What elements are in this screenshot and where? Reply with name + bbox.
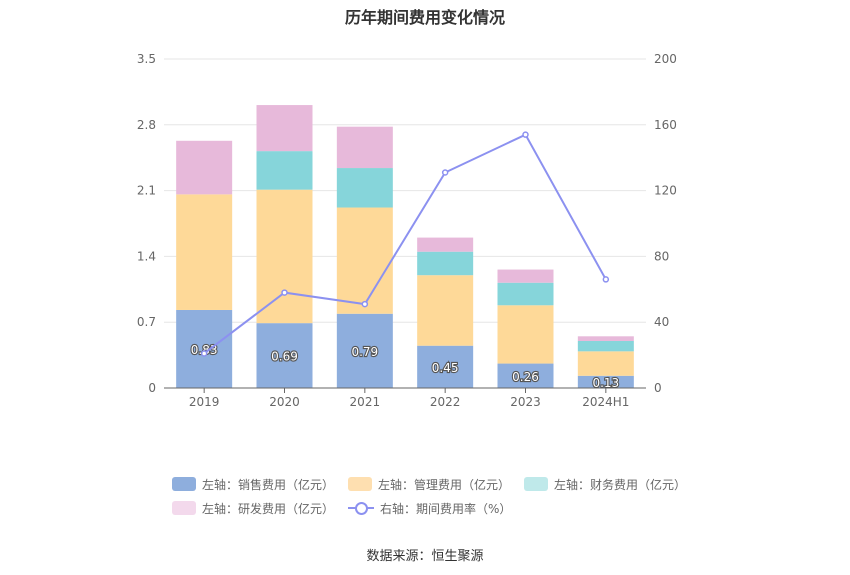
bar-segment (256, 105, 313, 152)
expense-ratio-point (281, 289, 288, 296)
right-axis-tick-label: 200 (654, 52, 677, 66)
legend-line-marker (348, 501, 375, 515)
right-axis-tick-label: 40 (654, 315, 669, 329)
bar-data-label: 0.83 (191, 343, 218, 357)
bar-segment (497, 269, 554, 283)
left-axis-tick-label: 2.1 (137, 184, 156, 198)
x-axis-tick-label: 2020 (269, 395, 300, 409)
legend-label: 左轴：销售费用（亿元） (202, 477, 335, 492)
bar-data-label: 0.79 (351, 345, 378, 359)
legend-label: 左轴：管理费用（亿元） (378, 477, 511, 492)
bar-segment (497, 305, 554, 364)
bar-segment (336, 207, 393, 314)
legend-item-rd-expense[interactable]: 左轴：研发费用（亿元） (172, 500, 334, 517)
left-axis-tick-label: 1.4 (137, 249, 156, 263)
bar-segment (577, 336, 634, 341)
bar-segment (417, 345, 474, 388)
x-axis-tick-label: 2022 (430, 395, 461, 409)
chart-canvas: 0 0.7 1.4 2.1 2.8 3.5 0 40 80 120 160 200 2019 2020 20… (137, 52, 677, 409)
legend-label: 右轴：期间费用率（%） (380, 501, 512, 516)
legend-item-admin-expense[interactable]: 左轴：管理费用（亿元） (348, 476, 510, 493)
bar-segment (417, 275, 474, 346)
legend-label: 左轴：研发费用（亿元） (202, 501, 335, 516)
bar-segment (577, 351, 634, 376)
bar-segment (256, 323, 313, 388)
source-note: 数据来源：恒生聚源 (366, 549, 484, 564)
expense-ratio-point (522, 131, 529, 138)
right-axis-tick-label: 0 (654, 381, 662, 395)
bar-segment (497, 282, 554, 306)
left-axis-tick-label: 2.8 (137, 118, 156, 132)
bar-segment (497, 363, 554, 388)
bar-segment (417, 251, 474, 276)
left-axis-tick-label: 0 (148, 381, 156, 395)
left-axis-tick-label: 0.7 (137, 315, 156, 329)
bar-data-label: 0.45 (432, 361, 459, 375)
bar-data-label: 0.13 (592, 376, 619, 390)
right-axis-tick-label: 160 (654, 118, 677, 132)
chart-legend: 左轴：销售费用（亿元） 左轴：管理费用（亿元） 左轴：财务费用（亿元） 左轴：研… (172, 472, 692, 520)
x-axis-tick-label: 2024H1 (582, 395, 629, 409)
legend-label: 左轴：财务费用（亿元） (554, 477, 687, 492)
x-axis-tick-label: 2023 (510, 395, 541, 409)
expense-ratio-point (200, 350, 208, 357)
right-axis-tick-label: 80 (654, 249, 669, 263)
legend-swatch (524, 477, 549, 491)
bar-data-label: 0.26 (512, 370, 539, 384)
bar-segment (176, 309, 233, 388)
legend-item-sales-expense[interactable]: 左轴：销售费用（亿元） (172, 476, 334, 493)
bar-segment (577, 341, 634, 352)
bar-segment (336, 168, 393, 208)
x-axis-tick-label: 2021 (350, 395, 381, 409)
legend-item-expense-ratio[interactable]: 右轴：期间费用率（%） (348, 500, 511, 517)
bar-segment (577, 375, 634, 388)
bar-segment (336, 126, 393, 169)
bar-segment (176, 140, 233, 195)
expense-ratio-point (602, 276, 610, 283)
legend-item-finance-expense[interactable]: 左轴：财务费用（亿元） (524, 476, 686, 493)
right-axis-tick-label: 120 (654, 184, 677, 198)
expense-ratio-point (441, 169, 449, 176)
expense-ratio-line (203, 133, 607, 355)
bar-segment (176, 194, 233, 310)
left-axis-tick-label: 3.5 (137, 52, 156, 66)
bar-data-label: 0.69 (271, 350, 298, 364)
bar-segment (256, 189, 313, 324)
legend-swatch (172, 501, 196, 515)
bar-segment (417, 237, 474, 252)
chart-title: 历年期间费用变化情况 (344, 8, 505, 27)
bar-segment (336, 313, 393, 388)
expense-ratio-point (361, 300, 369, 308)
bar-segment (256, 151, 313, 190)
x-axis-tick-label: 2019 (189, 395, 220, 409)
legend-swatch (348, 477, 373, 491)
legend-swatch (172, 477, 196, 491)
